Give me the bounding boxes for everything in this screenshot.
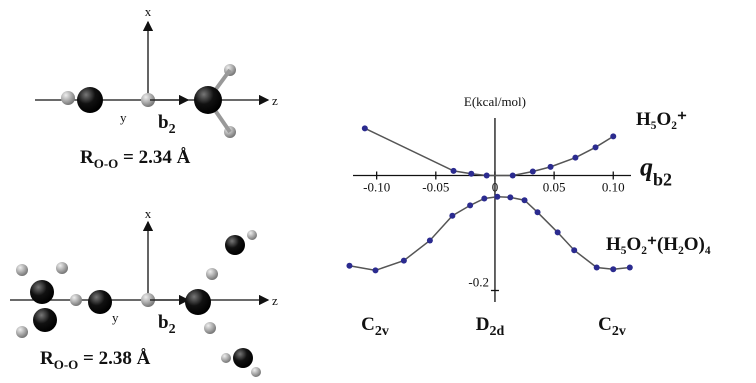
annotation-sub: 2d xyxy=(489,324,504,339)
data-point xyxy=(522,197,528,203)
axis-label: z xyxy=(272,293,278,308)
atom-h xyxy=(204,322,216,334)
mode-label: b2 xyxy=(158,312,176,337)
series-line xyxy=(365,128,613,175)
atom-o xyxy=(33,308,57,332)
data-point xyxy=(610,266,616,272)
atom-h xyxy=(16,326,28,338)
annotation-main: D xyxy=(476,314,490,335)
atom-o xyxy=(88,290,112,314)
axis-label: z xyxy=(272,93,278,108)
atom-o xyxy=(30,280,54,304)
data-point xyxy=(401,258,407,264)
data-point xyxy=(530,168,536,174)
x-tick-label: 0 xyxy=(492,180,499,195)
data-point xyxy=(468,171,474,177)
atom-h xyxy=(61,91,75,105)
axis-label: y xyxy=(120,110,127,125)
data-point xyxy=(593,144,599,150)
x-tick-label: 0.05 xyxy=(543,180,566,195)
data-point xyxy=(594,265,600,271)
annotation-main: C xyxy=(361,314,375,335)
x-tick-label: 0.10 xyxy=(602,180,625,195)
data-point xyxy=(467,202,473,208)
annotation-sub: 2v xyxy=(612,324,626,339)
atom-h xyxy=(247,230,257,240)
atom-h xyxy=(16,264,28,276)
data-point xyxy=(494,194,500,200)
annotation: C2v xyxy=(598,314,626,339)
data-point xyxy=(572,155,578,161)
atom-h xyxy=(221,353,231,363)
data-point xyxy=(535,209,541,215)
mode-label: b2 xyxy=(158,112,176,137)
annotation-sub: 2v xyxy=(375,324,389,339)
distance-label: RO-O = 2.38 Å xyxy=(40,348,151,372)
data-point xyxy=(484,173,490,179)
atom-h xyxy=(56,262,68,274)
x-tick-label: -0.05 xyxy=(422,180,449,195)
data-point xyxy=(610,133,616,139)
x-label-sub: b2 xyxy=(653,170,672,190)
annotation: D2d xyxy=(476,314,505,339)
diagram-top: x y z b2 RO-O = 2.34 Å xyxy=(35,4,278,171)
annotation: C2v xyxy=(361,314,389,339)
data-point xyxy=(451,168,457,174)
x-tick-label: -0.10 xyxy=(363,180,390,195)
annotation-main: C xyxy=(598,314,612,335)
distance-label: RO-O = 2.34 Å xyxy=(80,147,191,171)
atom-o xyxy=(194,86,222,114)
data-point xyxy=(362,125,368,131)
atom-h xyxy=(206,268,218,280)
data-point xyxy=(346,263,352,269)
data-point xyxy=(372,267,378,273)
x-axis-label: qb2 xyxy=(640,153,672,190)
y-tick-label: -0.2 xyxy=(468,275,489,290)
x-label-main: q xyxy=(640,153,653,182)
y-axis-label: E(kcal/mol) xyxy=(464,94,526,109)
axis-label: x xyxy=(145,206,152,221)
data-point xyxy=(510,173,516,179)
axis-label: y xyxy=(112,310,119,325)
data-point xyxy=(449,213,455,219)
diagram-bottom: x y z b2 RO-O = 2.38 Å xyxy=(10,206,278,377)
series-label: H₅O₂⁺(H₂O)₄ xyxy=(606,234,711,255)
data-point xyxy=(507,194,513,200)
atom-o xyxy=(233,348,253,368)
axis-label: x xyxy=(145,4,152,19)
atom-o xyxy=(185,289,211,315)
figure: x y z b2 RO-O = 2.34 Å x y z b2 RO-O = 2… xyxy=(0,0,756,383)
data-point xyxy=(481,196,487,202)
series-label: H₅O₂⁺ xyxy=(636,109,687,130)
data-point xyxy=(555,229,561,235)
atom-o xyxy=(77,87,103,113)
data-point xyxy=(427,237,433,243)
atom-o xyxy=(225,235,245,255)
data-point xyxy=(548,164,554,170)
data-point xyxy=(627,265,633,271)
atom-h xyxy=(70,294,82,306)
series-line xyxy=(349,197,629,271)
data-point xyxy=(571,247,577,253)
chart: -0.10 -0.05 0 0.05 0.10 -0.2 E(kcal/mol) qb2 H₅O… xyxy=(346,94,710,339)
atom-h xyxy=(251,367,261,377)
